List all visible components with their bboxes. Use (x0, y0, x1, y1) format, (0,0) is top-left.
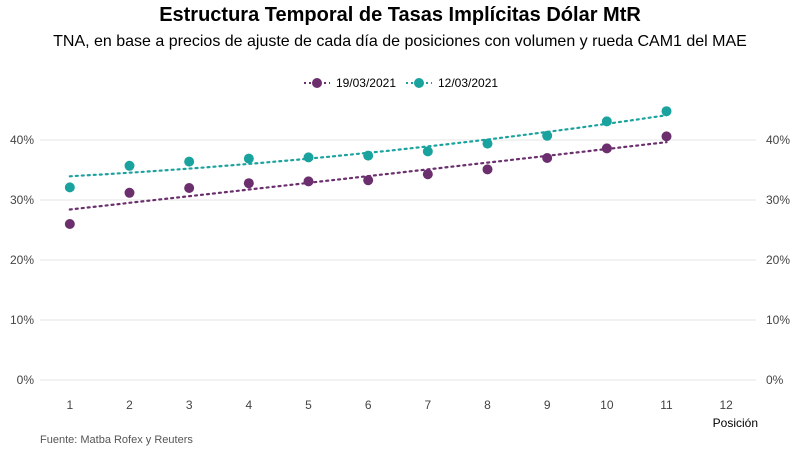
data-point-series-1-3 (184, 183, 195, 193)
source-note: Fuente: Matba Rofex y Reuters (40, 434, 193, 446)
y-tick-label-left-2: 20% (10, 253, 34, 267)
data-point-series-2-2 (124, 160, 135, 171)
data-point-series-2-10 (601, 116, 612, 127)
x-tick-label-11: 11 (660, 398, 673, 412)
x-tick-label-7: 7 (424, 398, 431, 412)
data-point-series-2-1 (64, 182, 75, 193)
legend-dot-series-2 (414, 78, 424, 88)
data-point-series-2-7 (422, 146, 433, 157)
data-point-series-1-9 (542, 153, 553, 163)
data-point-series-1-11 (661, 131, 672, 142)
x-tick-label-10: 10 (600, 398, 614, 412)
legend-key-series-2 (406, 78, 432, 88)
data-point-series-1-6 (363, 175, 374, 186)
y-tick-label-right-1: 10% (766, 313, 790, 327)
x-tick-label-6: 6 (365, 398, 372, 412)
y-tick-label-right-0: 0% (766, 373, 784, 387)
x-tick-label-3: 3 (186, 398, 193, 412)
legend: 19/03/2021 12/03/2021 (0, 76, 800, 90)
y-tick-label-right-2: 20% (766, 253, 790, 267)
x-axis-title: Posición (713, 416, 758, 430)
data-point-series-2-6 (363, 150, 374, 161)
data-point-series-1-1 (64, 219, 75, 229)
data-point-series-2-9 (542, 130, 553, 141)
data-point-series-1-4 (243, 178, 254, 189)
x-tick-label-1: 1 (66, 398, 73, 412)
data-point-series-2-8 (482, 138, 493, 149)
y-tick-label-left-3: 30% (10, 193, 34, 207)
x-tick-label-8: 8 (484, 398, 491, 412)
data-point-series-2-3 (184, 156, 195, 167)
legend-dot-series-1 (311, 78, 322, 88)
data-point-series-2-11 (661, 106, 672, 117)
y-tick-label-left-4: 40% (10, 133, 34, 147)
x-tick-label-5: 5 (305, 398, 312, 412)
x-tick-label-9: 9 (544, 398, 551, 412)
trend-line-series-2 (68, 114, 668, 178)
legend-label-series-1: 19/03/2021 (335, 76, 396, 90)
x-tick-label-4: 4 (245, 398, 252, 412)
y-tick-label-left-0: 0% (17, 373, 35, 387)
y-tick-label-right-4: 40% (766, 133, 790, 147)
data-point-series-2-4 (243, 153, 254, 164)
chart-title: Estructura Temporal de Tasas Implícitas … (159, 4, 641, 26)
data-point-series-1-10 (601, 143, 612, 154)
legend-item-series-1: 19/03/2021 (302, 76, 396, 90)
legend-key-series-1 (303, 78, 330, 88)
legend-label-series-2: 12/03/2021 (438, 76, 499, 90)
y-tick-label-right-3: 30% (766, 193, 790, 207)
y-tick-label-left-1: 10% (10, 313, 34, 327)
legend-item-series-2: 12/03/2021 (404, 76, 498, 90)
x-tick-label-12: 12 (719, 398, 733, 412)
data-point-series-1-8 (482, 164, 493, 175)
x-tick-label-2: 2 (126, 398, 133, 412)
data-point-series-1-7 (422, 169, 433, 180)
chart-subtitle: TNA, en base a precios de ajuste de cada… (53, 33, 747, 50)
data-point-series-2-5 (303, 152, 314, 163)
data-point-series-1-2 (124, 187, 135, 198)
data-point-series-1-5 (303, 176, 314, 187)
